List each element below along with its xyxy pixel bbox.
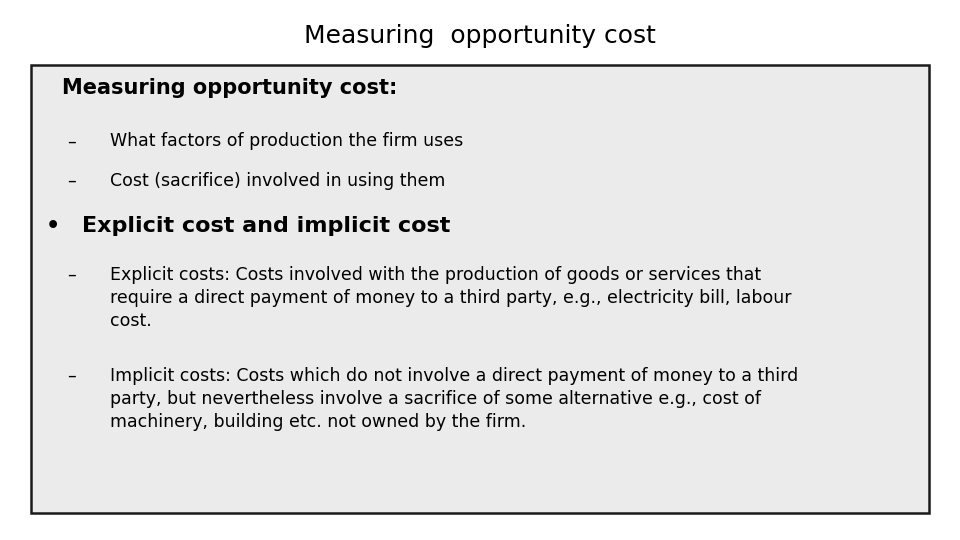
Text: •: • <box>46 216 60 236</box>
Text: Cost (sacrifice) involved in using them: Cost (sacrifice) involved in using them <box>110 172 445 190</box>
Text: –: – <box>67 266 77 284</box>
Text: What factors of production the firm uses: What factors of production the firm uses <box>110 132 464 150</box>
Text: –: – <box>67 132 77 150</box>
Text: Explicit costs: Costs involved with the production of goods or services that
req: Explicit costs: Costs involved with the … <box>110 266 792 330</box>
Text: Implicit costs: Costs which do not involve a direct payment of money to a third
: Implicit costs: Costs which do not invol… <box>110 367 799 431</box>
Text: –: – <box>67 367 77 385</box>
FancyBboxPatch shape <box>31 65 929 513</box>
Text: Measuring  opportunity cost: Measuring opportunity cost <box>304 24 656 48</box>
Text: Measuring opportunity cost:: Measuring opportunity cost: <box>62 78 397 98</box>
Text: –: – <box>67 172 77 190</box>
Text: Explicit cost and implicit cost: Explicit cost and implicit cost <box>82 216 450 236</box>
